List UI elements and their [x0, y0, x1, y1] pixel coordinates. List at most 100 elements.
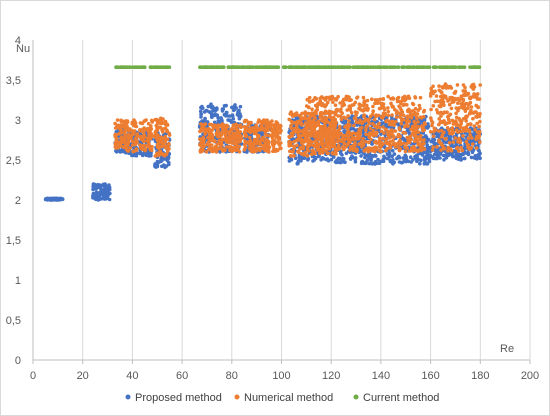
data-point — [455, 83, 460, 87]
data-point — [140, 147, 144, 151]
data-point — [198, 142, 203, 146]
data-point — [364, 132, 368, 137]
y-tick-label: 1,5 — [6, 235, 21, 247]
data-point — [367, 161, 372, 166]
data-point — [404, 119, 409, 124]
data-point — [407, 149, 412, 153]
data-point — [456, 123, 460, 128]
data-point — [133, 124, 137, 128]
data-point — [469, 65, 474, 69]
data-point — [273, 134, 278, 138]
data-point — [437, 84, 441, 88]
data-point — [324, 97, 328, 102]
data-point — [401, 113, 406, 118]
data-point — [412, 145, 417, 149]
data-point — [159, 159, 163, 163]
data-point — [329, 110, 334, 114]
data-point — [322, 65, 327, 69]
data-point — [439, 148, 443, 152]
data-point — [145, 136, 150, 140]
data-point — [146, 142, 151, 146]
data-point — [129, 136, 133, 141]
data-point — [338, 101, 342, 105]
data-point — [474, 146, 479, 150]
data-point — [200, 146, 204, 150]
data-point — [456, 138, 461, 142]
x-tick-label: 160 — [421, 370, 439, 382]
data-point — [225, 110, 229, 115]
data-point — [429, 119, 434, 123]
data-point — [333, 133, 338, 137]
data-point — [332, 138, 336, 143]
data-point — [393, 129, 398, 133]
data-point — [333, 160, 338, 164]
data-point — [354, 120, 359, 124]
data-point — [291, 137, 296, 141]
data-point — [316, 146, 321, 151]
data-point — [155, 159, 160, 164]
data-point — [391, 65, 396, 69]
data-point — [471, 142, 475, 146]
data-point — [357, 120, 362, 125]
data-point — [474, 110, 478, 114]
data-point — [263, 141, 268, 145]
x-axis-label: Re — [500, 343, 514, 355]
data-point — [312, 126, 317, 130]
data-point — [415, 159, 419, 163]
data-point — [471, 116, 475, 121]
data-point — [250, 128, 255, 133]
data-point — [323, 109, 328, 113]
data-point — [473, 127, 478, 132]
data-point — [242, 147, 247, 152]
data-point — [235, 144, 239, 149]
data-point — [447, 102, 452, 107]
data-point — [436, 129, 441, 133]
data-point — [366, 154, 370, 158]
data-point — [299, 122, 304, 127]
data-point — [256, 120, 261, 124]
data-point — [427, 65, 432, 69]
data-point — [309, 65, 314, 69]
data-point — [446, 148, 450, 153]
y-axis-label: Nu — [16, 43, 30, 55]
data-point — [167, 162, 171, 167]
data-point — [247, 135, 252, 140]
legend-marker-numerical — [234, 394, 240, 400]
data-point — [453, 136, 458, 140]
data-point — [438, 156, 442, 160]
data-point — [464, 114, 468, 119]
data-point — [349, 110, 354, 115]
data-point — [413, 95, 417, 99]
data-point — [409, 116, 414, 120]
data-point — [364, 125, 368, 130]
data-point — [388, 65, 393, 69]
data-point — [99, 183, 103, 188]
data-point — [138, 128, 142, 132]
data-point — [199, 137, 204, 141]
legend-item-numerical: Numerical method — [234, 392, 333, 404]
data-point — [422, 161, 427, 166]
legend-label-proposed: Proposed method — [135, 392, 222, 404]
data-point — [148, 147, 153, 152]
data-point — [236, 65, 240, 69]
data-point — [264, 129, 268, 133]
data-point — [406, 138, 411, 143]
data-point — [437, 117, 442, 121]
data-point — [425, 126, 430, 130]
data-point — [327, 146, 331, 151]
data-point — [418, 161, 422, 166]
data-point — [137, 65, 142, 69]
data-point — [240, 65, 245, 69]
data-point — [207, 147, 211, 152]
data-point — [164, 126, 168, 131]
data-point — [422, 147, 427, 151]
data-point — [333, 112, 338, 116]
data-point — [212, 113, 217, 118]
data-point — [154, 123, 159, 128]
data-point — [462, 156, 467, 161]
data-point — [238, 139, 242, 143]
data-point — [466, 122, 470, 127]
data-point — [365, 65, 370, 69]
data-point — [254, 147, 258, 152]
data-point — [237, 109, 241, 113]
